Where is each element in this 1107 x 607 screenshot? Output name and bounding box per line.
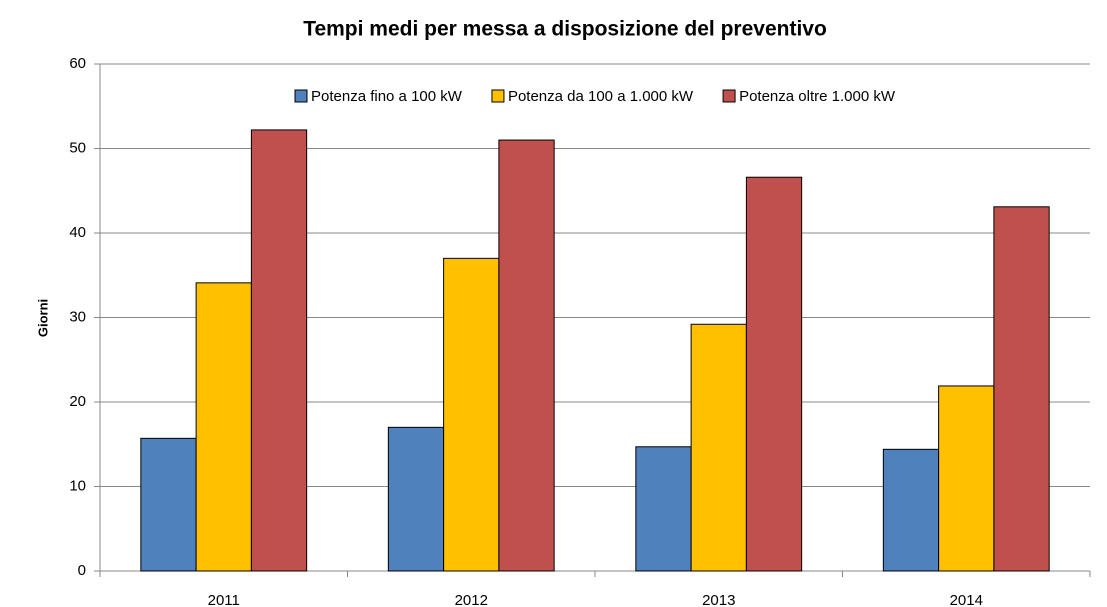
y-tick-label: 40	[69, 224, 86, 241]
x-tick-label: 2012	[455, 592, 488, 607]
y-tick-label: 60	[69, 55, 86, 72]
y-tick-label: 20	[69, 393, 86, 410]
bar	[993, 206, 1050, 572]
x-tick-label: 2013	[702, 592, 735, 607]
legend-swatch	[294, 89, 308, 103]
bar	[140, 437, 197, 572]
y-axis-label: Giorni	[35, 299, 50, 337]
legend-swatch	[722, 89, 736, 103]
bar	[443, 257, 500, 572]
bar	[635, 446, 692, 572]
y-tick-label: 0	[78, 562, 86, 579]
bar	[882, 448, 940, 572]
bar	[690, 323, 747, 572]
legend-label: Potenza fino a 100 kW	[311, 88, 463, 105]
y-tick-label: 10	[69, 477, 86, 494]
x-tick-label: 2011	[208, 592, 240, 607]
chart-title: Tempi medi per messa a disposizione del …	[303, 18, 827, 41]
bar	[195, 282, 252, 572]
legend-swatch	[491, 89, 505, 103]
bar	[250, 129, 308, 572]
legend: Potenza fino a 100 kW Potenza da 100 a 1.…	[294, 88, 896, 105]
bar	[498, 139, 555, 572]
x-tick-label: 2014	[950, 592, 983, 607]
legend-label: Potenza da 100 a 1.000 kW	[508, 88, 694, 105]
y-tick-label: 50	[69, 139, 86, 156]
bar	[387, 426, 445, 572]
bar	[745, 176, 803, 572]
y-tick-label: 30	[69, 308, 86, 325]
bar	[938, 385, 995, 572]
legend-label: Potenza oltre 1.000 kW	[739, 88, 896, 105]
